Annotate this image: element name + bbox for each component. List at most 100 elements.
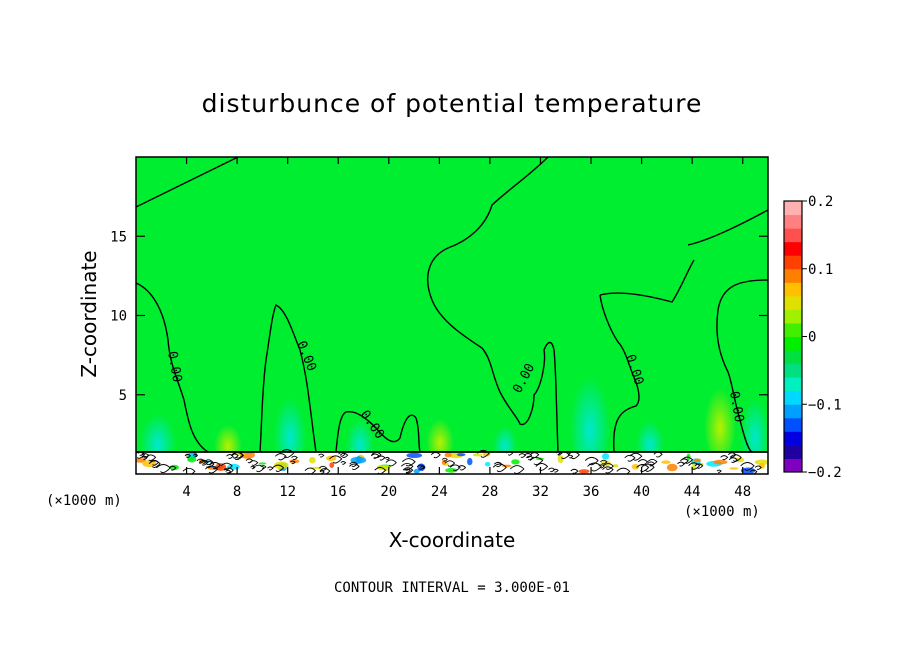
surface-contour (492, 463, 507, 473)
anomaly-blob (704, 380, 736, 460)
surface-contour (384, 456, 390, 461)
surface-patch (693, 458, 701, 462)
colorbar-swatch (784, 201, 802, 216)
surface-contour (205, 465, 219, 474)
surface-patch (187, 456, 197, 463)
surface-contour (518, 453, 527, 458)
contour-label: 0.00 (726, 390, 746, 423)
surface-contour (290, 460, 296, 465)
surface-patch (239, 450, 255, 459)
colorbar-swatch (784, 350, 802, 365)
surface-contour (637, 459, 649, 466)
contour-line (136, 157, 239, 208)
colorbar-swatch (784, 390, 802, 405)
surface-patch (484, 462, 491, 467)
surface-contour (304, 467, 316, 474)
surface-contour (449, 464, 461, 472)
anomaly-blob (426, 414, 454, 462)
surface-contour (340, 452, 349, 459)
surface-patch (754, 459, 768, 465)
x-tick-label: 32 (532, 484, 549, 500)
contour-line (427, 157, 559, 453)
surface-contour (688, 462, 701, 470)
surface-contour (457, 465, 467, 471)
colorbar-swatch (784, 377, 802, 392)
colorbar-tick-label: −0.1 (808, 397, 842, 413)
surface-patch (326, 455, 337, 462)
contour-interval-label: CONTOUR INTERVAL = 3.000E-01 (334, 580, 570, 596)
surface-contour (404, 468, 411, 473)
surface-contour (249, 460, 259, 466)
surface-contour (402, 458, 416, 467)
surface-patch (406, 452, 423, 459)
anomaly-blob (741, 390, 768, 470)
x-tick-label: 12 (279, 484, 296, 500)
plot-area: 0.00 0.00 0.00 0.00 0.00 0.00 (136, 157, 768, 474)
surface-patch (441, 459, 446, 466)
contour-label: 0.00 (164, 350, 184, 383)
colorbar-swatch (784, 255, 802, 270)
surface-contour (291, 455, 298, 460)
x-axis-label: X-coordinate (389, 528, 516, 552)
x-tick-label: 28 (481, 484, 498, 500)
contour-line (599, 294, 640, 453)
colorbar-swatch (784, 431, 802, 446)
surface-contour (616, 467, 631, 474)
surface-contour (275, 453, 287, 461)
surface-contour (602, 466, 614, 474)
surface-contour (629, 452, 643, 461)
surface-contour (416, 464, 425, 470)
surface-contour (230, 453, 239, 459)
surface-contour (647, 461, 656, 467)
x-tick-label: 44 (684, 484, 701, 500)
surface-contour (252, 464, 265, 473)
surface-contour (600, 459, 608, 465)
surface-contour (377, 455, 386, 461)
surface-contour (225, 469, 232, 474)
surface-contour (598, 464, 605, 469)
x-tick-label: 4 (182, 484, 190, 500)
contour-line (335, 411, 421, 453)
surface-contour (318, 453, 325, 458)
surface-patch (482, 452, 491, 457)
surface-contour (318, 465, 328, 472)
surface-contour (203, 459, 214, 466)
surface-contour (220, 462, 233, 471)
x-axis-unit-right: (×1000 m) (684, 504, 760, 520)
surface-patch (740, 467, 756, 474)
surface-contour (728, 457, 738, 463)
y-tick-label: 15 (110, 229, 127, 245)
colorbar-swatch (784, 417, 802, 432)
surface-layer (136, 449, 768, 474)
contour-line (599, 259, 695, 303)
colorbar-swatch (784, 444, 802, 459)
x-axis-unit-left: (×1000 m) (46, 493, 122, 509)
y-axis-label: Z-coordinate (77, 250, 101, 377)
surface-patch (631, 463, 640, 470)
colorbar-swatch (784, 363, 802, 378)
surface-contour (226, 454, 234, 459)
surface-contour (444, 460, 456, 467)
surface-patch (557, 455, 564, 464)
colorbar-tick-label: 0.1 (808, 262, 833, 278)
colorbar-swatch (784, 336, 802, 351)
surface-contour (349, 463, 360, 471)
surface-contour (477, 449, 490, 458)
surface-patch (413, 468, 420, 474)
contour-line (136, 282, 209, 453)
colorbar-tick-label: 0.2 (808, 194, 833, 210)
surface-patch (472, 453, 483, 457)
colorbar-swatch (784, 268, 802, 283)
y-tick-label: 5 (119, 388, 127, 404)
surface-contour (260, 465, 267, 469)
surface-patch (445, 467, 458, 473)
surface-contour (385, 459, 397, 467)
surface-contour (677, 461, 686, 467)
colorbar-swatch (784, 309, 802, 324)
anomaly-blob (570, 365, 610, 474)
surface-contour (329, 455, 343, 464)
colorbar-swatch (784, 282, 802, 297)
surface-patch (329, 462, 335, 468)
x-tick-label: 8 (233, 484, 241, 500)
